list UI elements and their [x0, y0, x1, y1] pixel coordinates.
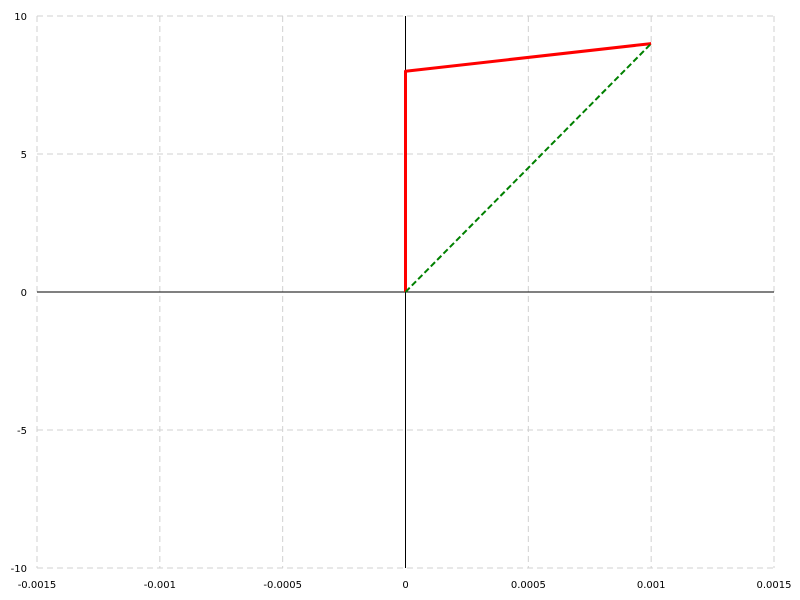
tick-labels: -0.0015 -0.001 -0.0005 0 0.0005 0.001 0.0015 -1…: [11, 12, 792, 591]
x-tick-label-3: 0: [402, 580, 408, 591]
y-tick-label-3: 5: [21, 150, 27, 161]
x-tick-label-2: -0.0005: [263, 580, 302, 591]
x-tick-label-4: 0.0005: [511, 580, 546, 591]
y-tick-label-4: 10: [14, 12, 27, 23]
x-tick-label-1: -0.001: [144, 580, 176, 591]
y-tick-label-1: -5: [17, 426, 27, 437]
y-tick-label-0: -10: [11, 564, 27, 575]
x-tick-label-0: -0.0015: [18, 580, 57, 591]
series-line-0: [404, 42, 652, 292]
x-tick-label-6: 0.0015: [757, 580, 792, 591]
series: [404, 42, 652, 293]
y-tick-label-2: 0: [21, 288, 27, 299]
series-line-1: [404, 42, 652, 293]
x-tick-label-5: 0.001: [637, 580, 666, 591]
